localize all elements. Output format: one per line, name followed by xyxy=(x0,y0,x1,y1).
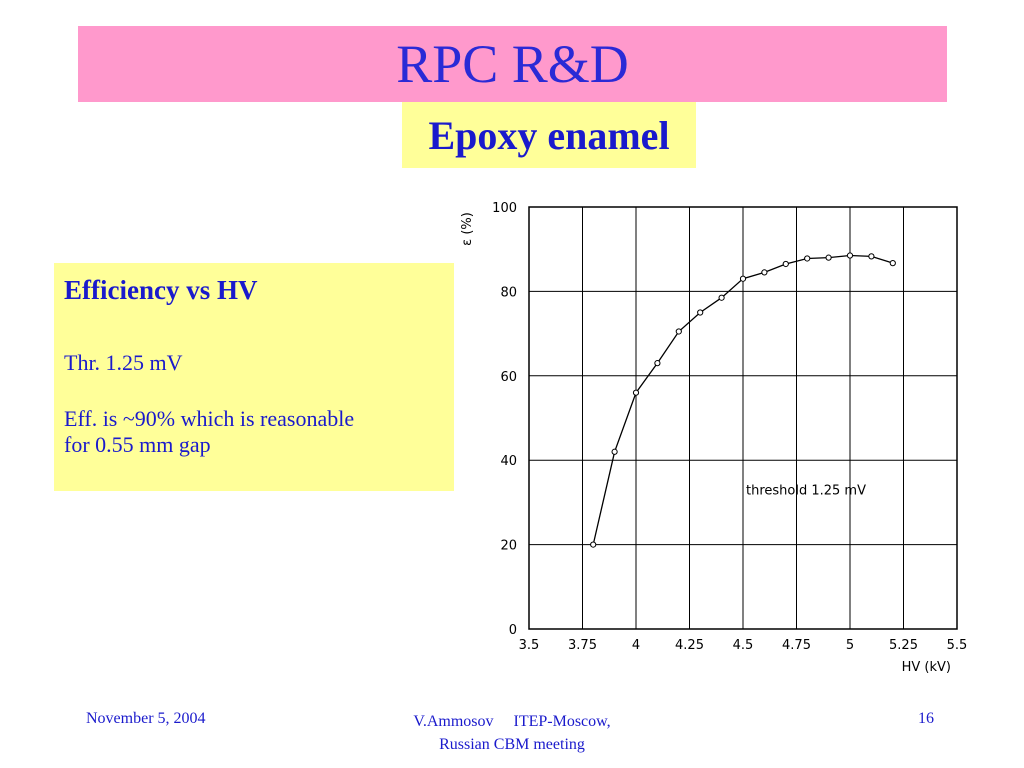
efficiency-text-line2: for 0.55 mm gap xyxy=(64,432,211,457)
x-axis-label: HV (kV) xyxy=(902,660,951,675)
title-banner: RPC R&D xyxy=(78,26,947,102)
efficiency-text-line1: Eff. is ~90% which is reasonable xyxy=(64,406,355,431)
data-point xyxy=(761,269,768,276)
data-point xyxy=(804,255,811,262)
x-tick-label: 4.25 xyxy=(675,638,704,653)
data-point xyxy=(782,260,789,268)
info-heading: Efficiency vs HV xyxy=(64,275,258,305)
slide-title: RPC R&D xyxy=(396,34,629,94)
x-tick-label: 3.75 xyxy=(568,638,597,653)
data-point xyxy=(825,254,832,261)
footer-center: V.Ammosov ITEP-Moscow, Russian CBM meeti… xyxy=(362,710,662,756)
x-tick-label: 3.5 xyxy=(519,638,540,653)
y-axis-label: ε (%) xyxy=(460,212,475,246)
x-tick-label: 4 xyxy=(632,638,640,653)
data-point xyxy=(846,252,854,259)
threshold-text: Thr. 1.25 mV xyxy=(64,350,183,375)
data-point xyxy=(889,260,896,267)
x-tick-label: 4.75 xyxy=(782,638,811,653)
info-box: Efficiency vs HV Thr. 1.25 mV Eff. is ~9… xyxy=(54,263,454,491)
threshold-annotation: threshold 1.25 mV xyxy=(746,484,866,499)
efficiency-chart: 3.5 3.75 4 4.25 4.5 4.75 5 5.25 5.5 0 20 40 60 80 100 H… xyxy=(460,201,968,675)
x-tick-label: 4.5 xyxy=(733,638,754,653)
y-tick-label: 80 xyxy=(500,285,517,300)
subtitle-banner: Epoxy enamel xyxy=(402,102,696,168)
slide-subtitle: Epoxy enamel xyxy=(428,112,670,158)
y-tick-label: 0 xyxy=(509,623,517,638)
data-point xyxy=(611,448,618,455)
footer-meeting: Russian CBM meeting xyxy=(439,736,585,753)
data-point xyxy=(697,309,704,316)
footer-author: V.Ammosov ITEP-Moscow, xyxy=(413,713,611,730)
data-point xyxy=(632,389,640,396)
y-tick-label: 40 xyxy=(500,454,517,469)
data-point xyxy=(718,294,725,301)
data-point xyxy=(654,360,661,367)
x-tick-label: 5.25 xyxy=(889,638,918,653)
chart-container: 3.5 3.75 4 4.25 4.5 4.75 5 5.25 5.5 0 20 40 60 80 100 H… xyxy=(436,186,981,691)
data-point xyxy=(868,253,875,260)
y-tick-label: 20 xyxy=(500,539,517,554)
x-tick-label: 5.5 xyxy=(947,638,968,653)
footer-page-number: 16 xyxy=(918,710,934,727)
footer-date: November 5, 2004 xyxy=(86,710,206,727)
data-point xyxy=(739,275,747,282)
plot-frame xyxy=(528,206,958,630)
y-tick-label: 100 xyxy=(492,201,517,216)
y-tick-label: 60 xyxy=(500,370,517,385)
x-tick-label: 5 xyxy=(846,638,854,653)
data-point xyxy=(675,328,682,335)
data-point xyxy=(590,541,597,548)
